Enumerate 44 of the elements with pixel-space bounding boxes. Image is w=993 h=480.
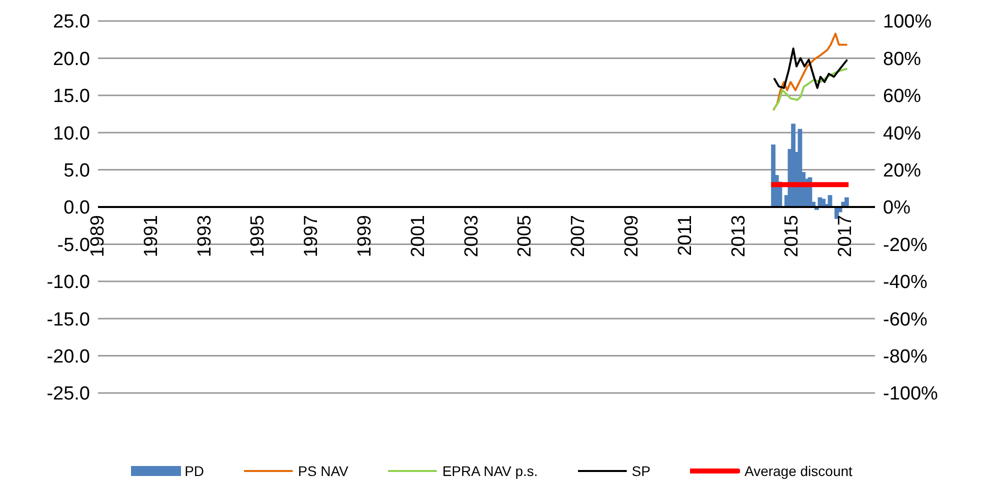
line-series — [773, 48, 848, 89]
y2-tick-label: 60% — [883, 86, 922, 108]
y-tick-label: 5.0 — [64, 160, 90, 182]
y-tick-label: 15.0 — [53, 86, 90, 108]
x-tick-label: 1991 — [140, 215, 162, 258]
bar — [844, 197, 849, 207]
y2-tick-label: -100% — [883, 384, 938, 405]
x-tick-label: 1997 — [301, 215, 322, 258]
y2-tick-label: -40% — [883, 272, 928, 294]
legend-label: EPRA NAV p.s. — [442, 463, 538, 479]
y-tick-label: -10.0 — [46, 272, 90, 294]
x-tick-label: 2009 — [622, 215, 643, 258]
legend-label: SP — [632, 463, 650, 479]
x-tick-label: 1995 — [248, 215, 269, 258]
x-tick-label: 1993 — [194, 215, 216, 258]
x-tick-label: 2015 — [782, 215, 803, 258]
y2-tick-label: 0% — [883, 198, 911, 219]
x-tick-label: 2001 — [408, 215, 429, 258]
y-tick-label: 0.0 — [64, 198, 90, 219]
x-tick-label: 2017 — [835, 215, 856, 258]
y2-tick-label: 20% — [883, 160, 922, 182]
y-tick-label: 25.0 — [53, 12, 90, 33]
legend-label: PS NAV — [298, 463, 348, 479]
y-tick-label: -5.0 — [57, 234, 90, 256]
x-tick-label: 2005 — [514, 215, 536, 258]
legend-label: Average discount — [744, 463, 852, 479]
y2-tick-label: 100% — [883, 12, 932, 33]
line-series — [772, 68, 848, 112]
y2-tick-label: 40% — [883, 123, 922, 144]
y2-tick-label: -60% — [883, 309, 928, 330]
y-tick-label: 10.0 — [53, 123, 90, 144]
x-tick-label: 2003 — [461, 215, 482, 258]
x-tick-label: 1999 — [354, 215, 376, 258]
x-tick-label: 2013 — [728, 215, 750, 258]
legend-label: PD — [184, 463, 204, 479]
y-tick-label: 20.0 — [53, 48, 90, 70]
x-tick-label: 2007 — [568, 215, 590, 258]
y-tick-label: -20.0 — [46, 346, 90, 368]
y2-tick-label: 80% — [883, 48, 922, 70]
x-tick-label: 2011 — [674, 215, 696, 256]
y2-tick-label: -80% — [883, 346, 928, 368]
y-tick-label: -15.0 — [46, 309, 90, 330]
y-tick-label: -25.0 — [46, 384, 90, 405]
y2-tick-label: -20% — [883, 234, 928, 256]
